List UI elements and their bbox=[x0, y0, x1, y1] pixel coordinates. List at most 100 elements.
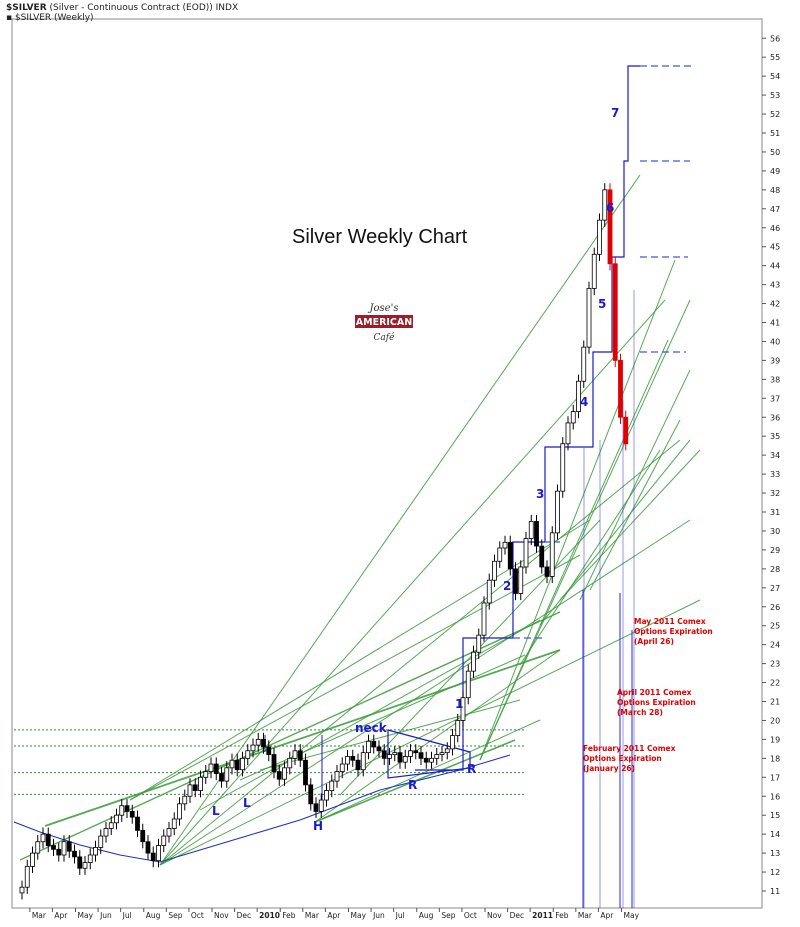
candle-body bbox=[287, 757, 293, 769]
x-tick-label: May bbox=[78, 911, 94, 920]
candle-body bbox=[51, 845, 56, 850]
y-tick-label: 55 bbox=[770, 53, 780, 62]
expiration-note-line3: (March 28) bbox=[617, 708, 663, 717]
logo-bottom-text: Café bbox=[374, 332, 396, 343]
candle-body bbox=[135, 816, 140, 831]
candle-body bbox=[534, 521, 539, 547]
x-tick-label: Feb bbox=[555, 911, 569, 920]
candle-body bbox=[61, 841, 67, 856]
trend-line bbox=[259, 699, 521, 771]
wave-number-label: 7 bbox=[611, 106, 619, 120]
chart-subheader: ▪ $SILVER (Weekly) bbox=[6, 13, 94, 23]
candle-body bbox=[455, 720, 461, 737]
candle-body bbox=[203, 771, 209, 778]
trend-line bbox=[314, 719, 541, 823]
candle-body bbox=[129, 811, 135, 818]
y-tick-label: 30 bbox=[770, 527, 780, 536]
trend-line bbox=[159, 174, 641, 866]
candle-body bbox=[72, 850, 77, 858]
candle-body bbox=[392, 752, 398, 755]
candle-body bbox=[528, 521, 534, 539]
shoulder-label: R bbox=[408, 778, 417, 792]
x-tick-label: Aug bbox=[146, 911, 161, 920]
logo-top-text: Jose's bbox=[368, 303, 399, 314]
y-tick-label: 45 bbox=[770, 243, 780, 252]
x-tick-label: Jul bbox=[122, 911, 132, 920]
candle-body bbox=[513, 568, 518, 594]
y-tick-label: 15 bbox=[770, 811, 780, 820]
y-tick-label: 21 bbox=[770, 698, 780, 707]
candle-body bbox=[103, 828, 109, 837]
y-tick-label: 23 bbox=[770, 660, 780, 669]
candle-body bbox=[140, 829, 146, 843]
wave-number-label: 5 bbox=[598, 297, 606, 311]
y-tick-label: 18 bbox=[770, 754, 780, 763]
candle-body bbox=[119, 805, 125, 816]
candle-body bbox=[565, 422, 571, 445]
candle-body bbox=[366, 740, 371, 754]
x-tick-label: Oct bbox=[191, 911, 204, 920]
trend-line bbox=[159, 599, 701, 866]
x-tick-label: Sep bbox=[168, 911, 182, 920]
candle-body bbox=[234, 759, 240, 771]
y-tick-label: 54 bbox=[770, 72, 780, 81]
candle-body bbox=[544, 566, 550, 577]
candle-body bbox=[602, 189, 608, 221]
expiration-note-line1: May 2011 Comex bbox=[634, 617, 706, 626]
y-tick-label: 40 bbox=[770, 337, 780, 346]
trend-line bbox=[479, 339, 669, 761]
candle-body bbox=[444, 748, 450, 754]
candle-body bbox=[182, 795, 188, 805]
candle-body bbox=[198, 776, 203, 791]
y-tick-label: 46 bbox=[770, 224, 780, 233]
trend-line bbox=[589, 419, 681, 591]
candle-body bbox=[161, 835, 167, 846]
candle-body bbox=[465, 670, 471, 699]
trend-line bbox=[519, 449, 661, 666]
y-tick-label: 32 bbox=[770, 489, 780, 498]
moving-average-line bbox=[13, 754, 511, 863]
y-tick-label: 33 bbox=[770, 470, 780, 479]
x-tick-label: Nov bbox=[487, 911, 502, 920]
candle-body bbox=[292, 750, 298, 759]
candle-body bbox=[261, 739, 266, 748]
candle-body bbox=[124, 805, 130, 812]
symbol-description: (Silver - Continuous Contract (EOD)) IND… bbox=[49, 3, 239, 13]
y-tick-label: 31 bbox=[770, 508, 780, 517]
wave-step-line bbox=[415, 65, 640, 771]
candle-body bbox=[82, 862, 88, 869]
x-tick-label: Dec bbox=[237, 911, 252, 920]
candle-body bbox=[187, 784, 193, 797]
trend-line bbox=[19, 611, 561, 861]
candle-body bbox=[171, 818, 177, 829]
candle-body bbox=[560, 443, 566, 492]
candle-body bbox=[24, 865, 30, 888]
candle-body bbox=[219, 773, 224, 782]
candle-body bbox=[376, 746, 382, 752]
candle-body bbox=[576, 380, 581, 412]
candle-body bbox=[518, 566, 524, 594]
candle-body bbox=[177, 803, 182, 820]
candle-body bbox=[156, 845, 161, 862]
candle-body bbox=[240, 757, 245, 771]
candle-body bbox=[481, 602, 487, 636]
expiration-note-line2: Options Expiration bbox=[583, 754, 662, 763]
expiration-note-line1: February 2011 Comex bbox=[583, 744, 676, 753]
neckline-label: neck bbox=[355, 721, 388, 735]
y-tick-label: 49 bbox=[770, 167, 780, 176]
candle-body bbox=[507, 541, 513, 570]
logo-mid-text: AMERICAN bbox=[356, 317, 412, 328]
chart-title: Silver Weekly Chart bbox=[292, 226, 468, 248]
x-tick-label: Aug bbox=[419, 911, 434, 920]
y-tick-label: 14 bbox=[770, 830, 780, 839]
candle-body bbox=[224, 767, 230, 782]
y-tick-label: 37 bbox=[770, 394, 780, 403]
candle-body bbox=[612, 263, 618, 361]
y-tick-label: 25 bbox=[770, 622, 780, 631]
y-tick-label: 26 bbox=[770, 603, 780, 612]
trend-line bbox=[129, 554, 581, 801]
candle-body bbox=[439, 752, 445, 755]
y-tick-label: 16 bbox=[770, 792, 780, 801]
candle-body bbox=[413, 750, 419, 754]
